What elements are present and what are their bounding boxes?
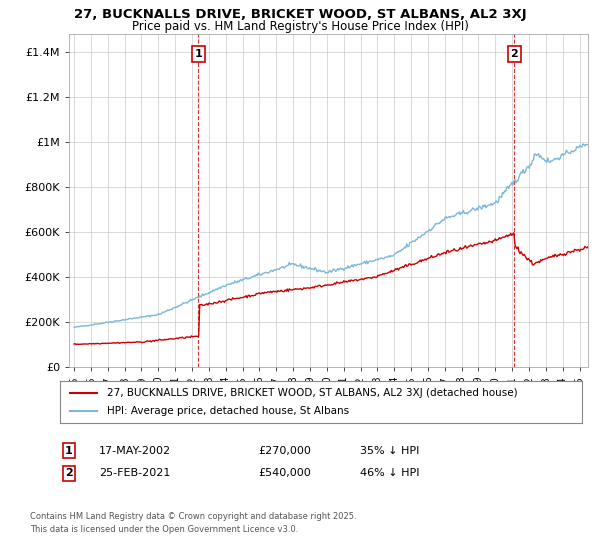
Text: 27, BUCKNALLS DRIVE, BRICKET WOOD, ST ALBANS, AL2 3XJ: 27, BUCKNALLS DRIVE, BRICKET WOOD, ST AL…	[74, 8, 526, 21]
Text: 2: 2	[511, 49, 518, 59]
Text: 25-FEB-2021: 25-FEB-2021	[99, 468, 170, 478]
Text: 35% ↓ HPI: 35% ↓ HPI	[360, 446, 419, 456]
Text: 1: 1	[65, 446, 73, 456]
Text: 2: 2	[65, 468, 73, 478]
Text: 17-MAY-2002: 17-MAY-2002	[99, 446, 171, 456]
Text: Contains HM Land Registry data © Crown copyright and database right 2025.: Contains HM Land Registry data © Crown c…	[30, 512, 356, 521]
Text: 27, BUCKNALLS DRIVE, BRICKET WOOD, ST ALBANS, AL2 3XJ (detached house): 27, BUCKNALLS DRIVE, BRICKET WOOD, ST AL…	[107, 388, 518, 398]
Text: HPI: Average price, detached house, St Albans: HPI: Average price, detached house, St A…	[107, 406, 349, 416]
Text: Price paid vs. HM Land Registry's House Price Index (HPI): Price paid vs. HM Land Registry's House …	[131, 20, 469, 32]
Text: £270,000: £270,000	[258, 446, 311, 456]
Text: This data is licensed under the Open Government Licence v3.0.: This data is licensed under the Open Gov…	[30, 525, 298, 534]
Text: 1: 1	[194, 49, 202, 59]
Text: £540,000: £540,000	[258, 468, 311, 478]
Text: 46% ↓ HPI: 46% ↓ HPI	[360, 468, 419, 478]
